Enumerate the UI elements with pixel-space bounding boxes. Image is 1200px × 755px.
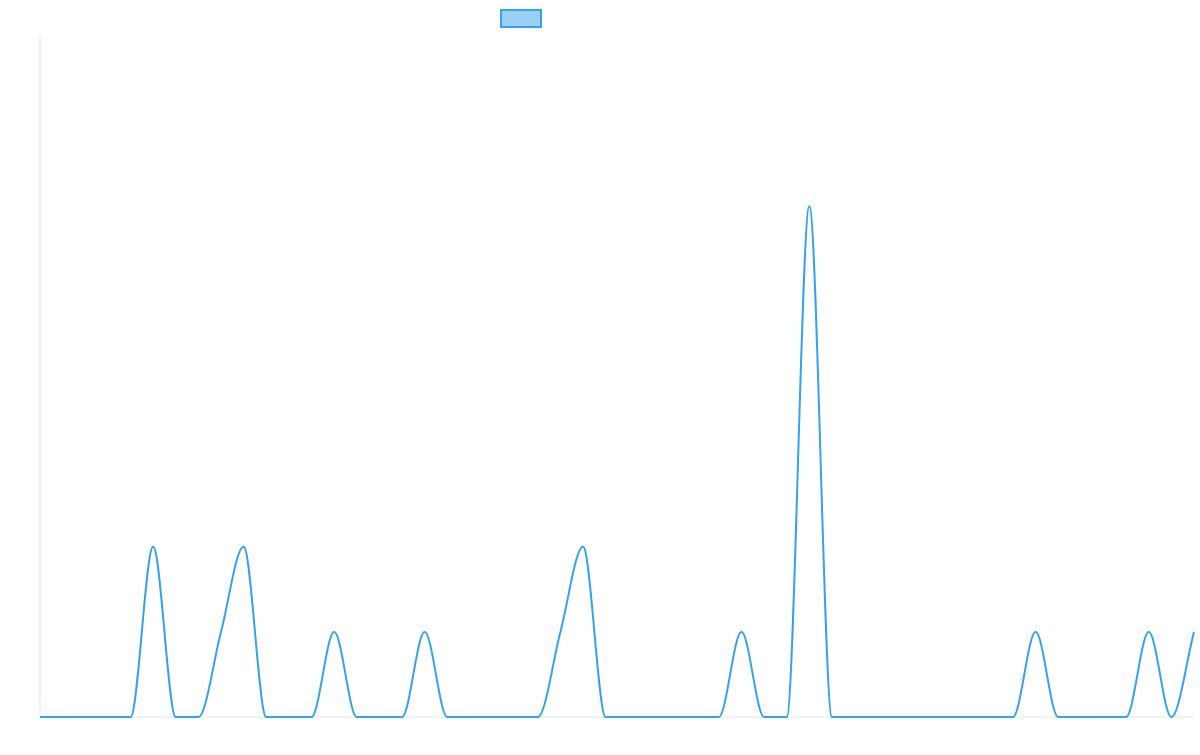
series-line [39,205,1195,719]
legend-swatch[interactable] [500,9,542,28]
